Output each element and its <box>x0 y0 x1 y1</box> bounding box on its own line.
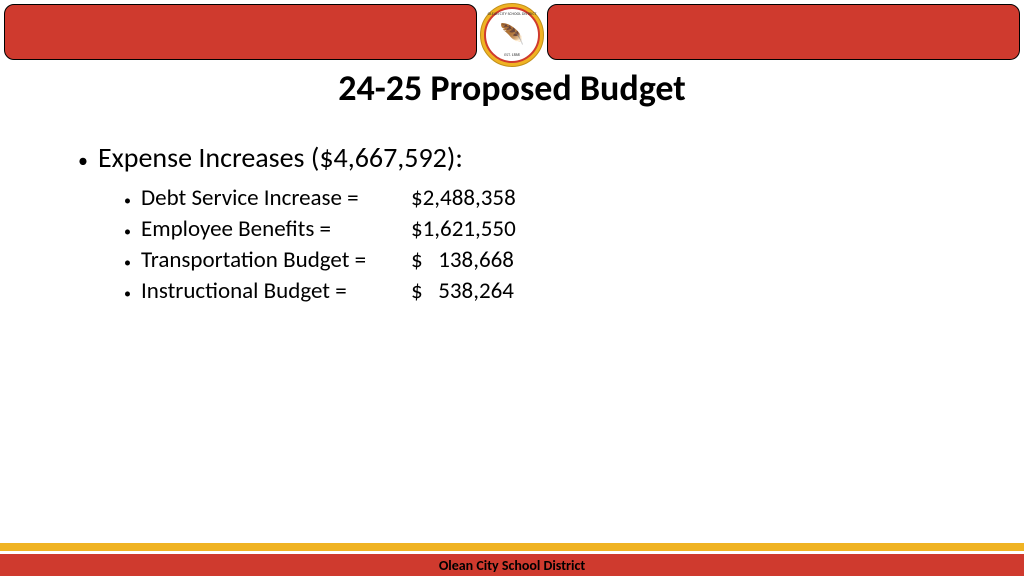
list-item: • Employee Benefits = $1,621,550 <box>124 214 984 245</box>
feather-icon: 🪶 <box>500 25 525 45</box>
content-area: • Expense Increases ($4,667,592): • Debt… <box>78 140 984 307</box>
item-value: $ 538,264 <box>411 276 514 307</box>
item-value: $ 138,668 <box>411 245 514 276</box>
logo: OLEAN CITY SCHOOL DISTRICT 🪶 EST. 1868 <box>477 0 547 70</box>
list-item: • Transportation Budget = $ 138,668 <box>124 245 984 276</box>
expense-items: • Debt Service Increase = $2,488,358 • E… <box>124 183 984 307</box>
item-label: Employee Benefits = <box>141 214 411 245</box>
item-value: $1,621,550 <box>411 214 516 245</box>
header-bar-right <box>547 4 1020 60</box>
header-bar-left <box>4 4 477 60</box>
bullet-icon: • <box>78 149 88 173</box>
list-item: • Instructional Budget = $ 538,264 <box>124 276 984 307</box>
bullet-icon: • <box>124 285 131 304</box>
footer-text: Olean City School District <box>439 557 585 574</box>
page-title: 24-25 Proposed Budget <box>0 66 1024 110</box>
footer: Olean City School District <box>0 543 1024 576</box>
footer-stripe-gold <box>0 543 1024 551</box>
bullet-icon: • <box>124 192 131 211</box>
item-label: Debt Service Increase = <box>141 183 411 214</box>
logo-text-top: OLEAN CITY SCHOOL DISTRICT <box>488 12 537 17</box>
bullet-icon: • <box>124 254 131 273</box>
footer-bar: Olean City School District <box>0 554 1024 576</box>
list-item: • Debt Service Increase = $2,488,358 <box>124 183 984 214</box>
expense-heading: • Expense Increases ($4,667,592): <box>78 140 984 175</box>
logo-text-bottom: EST. 1868 <box>504 53 519 58</box>
item-label: Transportation Budget = <box>141 245 411 276</box>
item-label: Instructional Budget = <box>141 276 411 307</box>
expense-heading-text: Expense Increases ($4,667,592): <box>98 140 463 175</box>
logo-ring-inner: OLEAN CITY SCHOOL DISTRICT 🪶 EST. 1868 <box>484 7 540 63</box>
item-value: $2,488,358 <box>411 183 516 214</box>
logo-ring-outer: OLEAN CITY SCHOOL DISTRICT 🪶 EST. 1868 <box>480 3 544 67</box>
bullet-icon: • <box>124 223 131 242</box>
